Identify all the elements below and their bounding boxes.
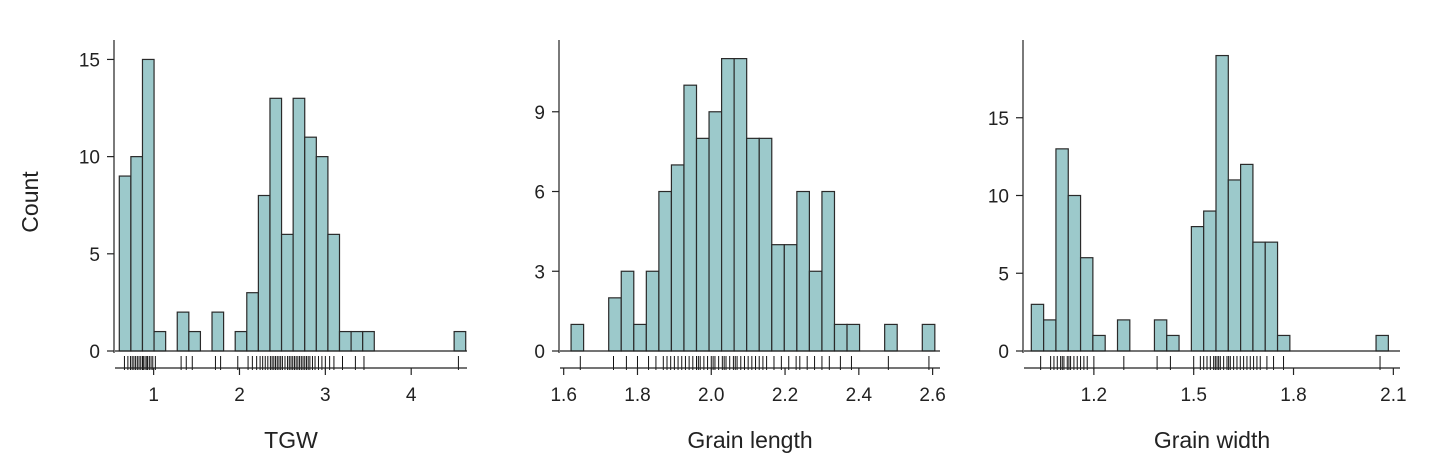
histogram-bar [1079,257,1094,352]
x-tick-label: 2.1 [1380,385,1406,406]
histogram-bar [246,292,259,352]
x-tick-label: 4 [406,385,417,406]
x-axis-label-tgw: TGW [264,427,318,453]
x-tick-label: 2.0 [698,385,724,406]
histogram-bar [338,330,352,352]
histogram-bar [921,323,936,352]
x-tick-label: 1.2 [1081,385,1107,406]
x-tick-label: 1.8 [624,385,650,406]
histogram-bar [453,330,467,352]
histogram-bar [362,330,375,352]
histogram-bar [821,190,836,352]
histogram-bar [884,323,898,352]
histogram-bar [1166,334,1180,352]
histogram-bar [708,111,723,352]
histogram-bar [327,233,341,352]
histogram-bar [176,311,190,352]
x-tick-label: 1.8 [1280,385,1306,406]
histogram-bar [304,136,317,352]
histogram-bar [645,270,660,352]
histogram-bar [1276,334,1291,352]
y-tick-label: 15 [988,109,1009,130]
y-tick-label: 0 [89,342,100,363]
x-tick-label: 2.2 [772,385,798,406]
x-tick-label: 2.4 [846,385,873,406]
y-tick-label: 9 [534,103,545,124]
y-tick-label: 15 [79,50,100,71]
y-tick-label: 5 [89,245,100,266]
panel-grain-width: 0 5 10 15 1.2 1.5 1.8 2.1 Grain width [988,40,1407,453]
histogram-bar [269,97,283,352]
histogram-bar [1030,303,1045,352]
histogram-bar [257,194,271,352]
histogram-bar [670,164,685,352]
histogram-bar [846,323,861,352]
y-tick-label: 3 [534,262,545,283]
histogram-bar [570,323,585,352]
y-tick-label: 6 [534,183,545,204]
x-axis-label-grain-width: Grain width [1154,427,1270,453]
x-tick-label: 2.6 [919,385,945,406]
histogram-bar [188,330,202,352]
histogram-bar [771,244,785,352]
histogram-bar [1203,210,1217,352]
histogram-bar [350,330,364,352]
histogram-bar [211,311,225,352]
histogram-bar [118,175,132,352]
histogram-bar [1375,334,1389,352]
histogram-bar [292,97,306,352]
x-tick-label: 3 [320,385,331,406]
histogram-bar [280,233,294,352]
shared-y-axis-label: Count [17,171,43,233]
histogram-bar [1067,194,1082,352]
histogram-bar [1215,54,1229,352]
panel-tgw: 0 5 10 15 1 2 3 4 TGW [79,40,467,453]
x-axis-label-grain-length: Grain length [687,427,812,453]
histogram-bar [746,137,760,352]
x-tick-label: 2 [234,385,245,406]
histogram-bar [234,330,248,352]
histogram-bar [1043,319,1057,352]
histogram-bar [1153,319,1168,352]
y-tick-label: 0 [534,342,545,363]
histogram-bar [130,156,144,352]
histogram-bar [733,58,748,352]
histogram-bar [315,156,329,352]
histogram-bar [658,190,673,352]
x-tick-label: 1.6 [550,385,576,406]
x-tick-label: 1.5 [1180,385,1206,406]
histogram-bar [1240,163,1254,352]
histogram-bar [141,58,155,352]
histogram-bar [833,323,848,352]
histogram-bar [783,244,798,352]
histogram-bar [1116,319,1131,352]
x-tick-label: 1 [148,385,159,406]
histogram-bar [695,137,710,352]
histogram-bar [683,84,698,352]
histogram-bar [796,190,810,352]
histogram-bar [720,58,735,352]
histogram-bar [153,330,167,352]
histogram-bar [620,270,635,352]
y-tick-label: 0 [998,342,1009,363]
y-tick-label: 10 [988,187,1009,208]
y-tick-label: 10 [79,148,100,169]
histogram-bar [1055,148,1069,352]
histogram-bar [1264,241,1279,352]
panel-grain-length: 0 3 6 9 1.6 1.8 2.0 2.2 2.4 2.6 Grain length [534,40,946,453]
histogram-bar [1190,226,1205,352]
histogram-bar [758,137,773,352]
histogram-bar [1227,179,1242,352]
histogram-bar [808,270,823,352]
y-tick-label: 5 [998,264,1009,285]
histogram-bar [1092,334,1106,352]
histogram-bar [633,323,647,352]
histogram-bar [608,297,622,352]
histogram-bar [1252,241,1266,352]
